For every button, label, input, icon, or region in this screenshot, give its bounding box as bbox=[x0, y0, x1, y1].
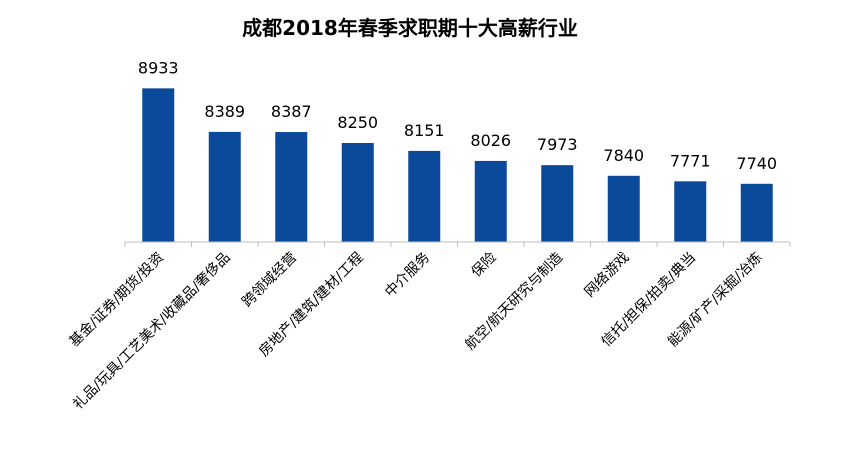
data-label: 8389 bbox=[204, 102, 245, 121]
data-label: 7840 bbox=[603, 146, 644, 165]
data-label: 8151 bbox=[404, 121, 445, 140]
bar bbox=[142, 88, 175, 242]
data-labels: 8933 8389 8387 8250 8151 8026 7973 7840 7771 7740 bbox=[138, 58, 777, 172]
chart-title: 成都2018年春季求职期十大高薪行业 bbox=[242, 16, 578, 40]
bar bbox=[740, 183, 773, 242]
bar bbox=[341, 143, 374, 242]
bar bbox=[208, 131, 241, 242]
data-label: 7740 bbox=[736, 154, 777, 173]
bar bbox=[474, 160, 507, 242]
bar bbox=[674, 181, 707, 242]
bar bbox=[607, 175, 640, 242]
data-label: 8250 bbox=[337, 113, 378, 132]
data-label: 7973 bbox=[537, 135, 578, 154]
data-label: 8387 bbox=[271, 102, 312, 121]
bar bbox=[408, 150, 441, 242]
bar bbox=[275, 132, 308, 242]
data-label: 8933 bbox=[138, 58, 179, 77]
x-axis-ticks bbox=[124, 242, 791, 247]
category-label: 网络游戏 bbox=[582, 250, 633, 301]
category-label: 中介服务 bbox=[382, 250, 433, 301]
category-label: 跨领域经营 bbox=[239, 250, 300, 311]
bar bbox=[541, 165, 574, 242]
bars-group bbox=[142, 88, 773, 242]
category-label: 保险 bbox=[468, 250, 499, 281]
data-label: 7771 bbox=[670, 151, 711, 170]
data-label: 8026 bbox=[470, 131, 511, 150]
